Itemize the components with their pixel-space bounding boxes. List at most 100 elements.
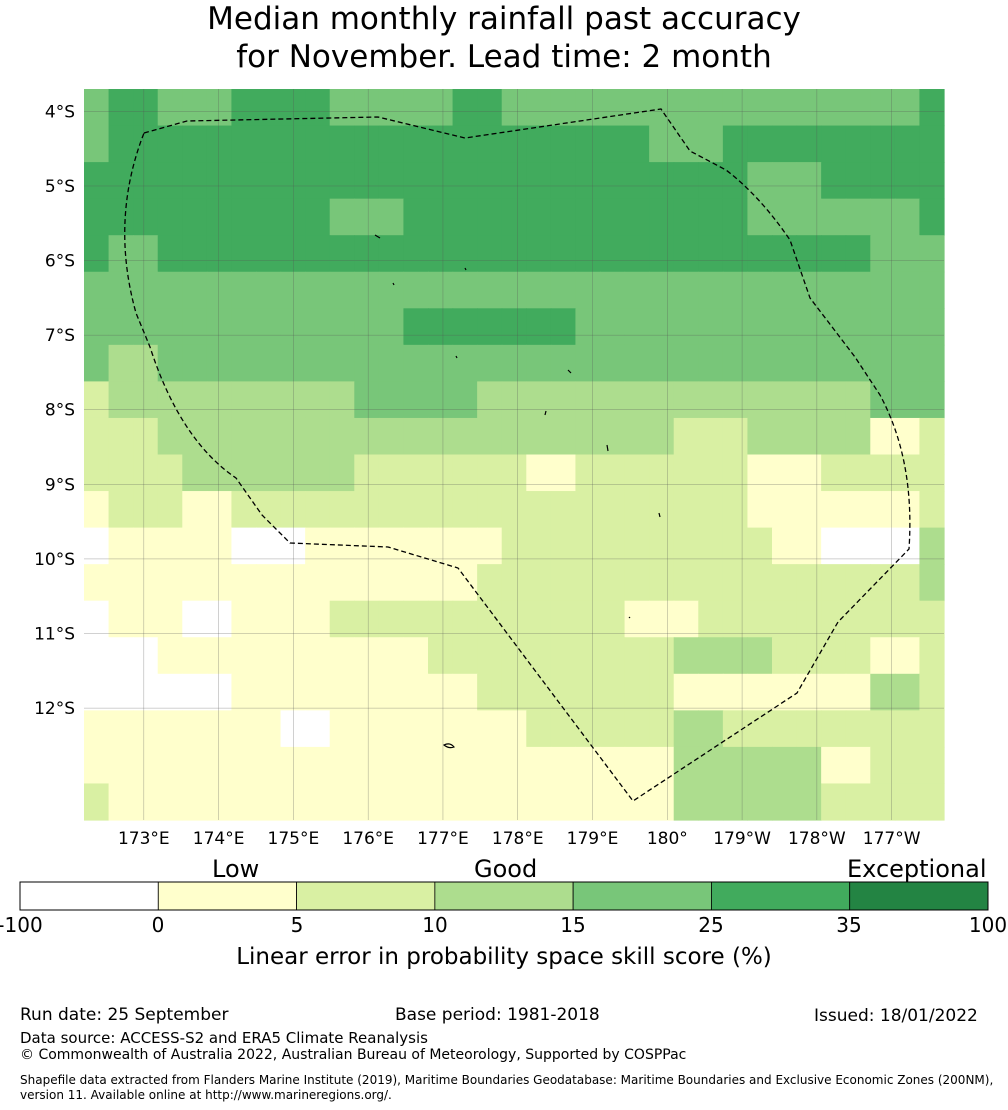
heatmap-cell [649, 308, 675, 346]
heatmap-cell [428, 710, 454, 748]
heatmap-cell [305, 308, 331, 346]
heatmap-cell [206, 783, 233, 821]
issued-date: Issued: 18/01/2022 [814, 1006, 978, 1026]
heatmap-cell [206, 125, 233, 163]
heatmap-cell [845, 125, 871, 163]
heatmap-cell [624, 235, 650, 273]
heatmap-cell [575, 344, 601, 382]
heatmap-cell [84, 235, 110, 273]
heatmap-cell [157, 89, 183, 127]
heatmap-cell [526, 637, 552, 675]
heatmap-cell [157, 783, 183, 821]
heatmap-cell [305, 783, 331, 821]
heatmap-cell [698, 235, 724, 273]
heatmap-cell [84, 381, 110, 419]
heatmap-cell [600, 344, 626, 382]
heatmap-cell [84, 308, 110, 346]
y-tick-label: 12°S [34, 699, 75, 719]
heatmap-cell [378, 344, 405, 382]
heatmap-cell [329, 417, 355, 456]
heatmap-cell [157, 527, 183, 565]
heatmap-cell [403, 89, 429, 127]
heatmap-cell [403, 417, 429, 456]
heatmap-cell [182, 564, 208, 602]
heatmap-cell [698, 491, 724, 529]
heatmap-cell [698, 271, 724, 309]
heatmap-cell [772, 417, 798, 456]
heatmap-cell [894, 344, 921, 382]
heatmap-cell [231, 600, 257, 638]
heatmap-cell [722, 746, 749, 785]
heatmap-cell [231, 527, 257, 565]
heatmap-cell [329, 637, 355, 675]
heatmap-cell [403, 564, 429, 602]
heatmap-cell [428, 235, 454, 273]
heatmap-cell [428, 637, 454, 675]
heatmap-cell [624, 89, 650, 127]
colorbar-tick-label: -100 [0, 913, 43, 937]
heatmap-cell [870, 89, 896, 127]
y-tick-label: 11°S [34, 625, 75, 645]
heatmap-cell [206, 271, 233, 309]
heatmap-cell [133, 783, 159, 821]
heatmap-cell [821, 491, 847, 529]
heatmap-cell [157, 198, 183, 236]
heatmap-cell [182, 89, 208, 127]
heatmap-cell [821, 527, 847, 565]
heatmap-cell [231, 381, 257, 419]
heatmap-cell [108, 125, 134, 163]
heatmap-cell [157, 637, 183, 675]
islands [374, 234, 661, 749]
heatmap-cell [428, 271, 454, 309]
heatmap-cell [231, 710, 257, 748]
heatmap-cell [133, 417, 159, 456]
heatmap-cell [624, 381, 650, 419]
heatmap-cell [329, 381, 355, 419]
heatmap-cell [649, 198, 675, 236]
heatmap-cell [796, 673, 822, 711]
heatmap-cell [501, 162, 527, 200]
heatmap-cell [919, 564, 945, 602]
heatmap-cell [403, 710, 429, 748]
heatmap-cell [526, 710, 552, 748]
heatmap-cell [477, 271, 503, 309]
heatmap-cell [919, 783, 945, 821]
colorbar-swatch [711, 881, 851, 911]
heatmap-cell [182, 491, 208, 529]
heatmap-cell [477, 637, 503, 675]
heatmap-cell [133, 710, 159, 748]
heatmap-cell [722, 308, 749, 346]
heatmap-cell [698, 198, 724, 236]
heatmap-cell [108, 308, 134, 346]
heatmap-cell [698, 710, 724, 748]
heatmap-cell [452, 527, 478, 565]
heatmap-cell [354, 746, 380, 785]
colorbar-tick-label: 0 [151, 913, 165, 937]
heatmap-cell [84, 491, 110, 529]
heatmap-cell [428, 89, 454, 127]
heatmap-cell [673, 491, 699, 529]
heatmap-cell [428, 381, 454, 419]
heatmap-cell [182, 637, 208, 675]
heatmap-cell [649, 235, 675, 273]
heatmap-cell [526, 454, 552, 492]
heatmap-cell [673, 710, 699, 748]
heatmap-cell [329, 527, 355, 565]
chart-title-line-1: Median monthly rainfall past accuracy [207, 1, 801, 37]
heatmap-cell [747, 235, 773, 273]
heatmap-cell [624, 637, 650, 675]
heatmap-cell [501, 198, 527, 236]
heatmap-cell [501, 564, 527, 602]
y-tick-label: 4°S [45, 102, 75, 122]
heatmap-cell [329, 271, 355, 309]
heatmap-cell [428, 564, 454, 602]
heatmap-cell [575, 564, 601, 602]
heatmap-cell [600, 491, 626, 529]
heatmap-cell [452, 344, 478, 382]
heatmap-cell [305, 271, 331, 309]
heatmap-cell [747, 600, 773, 638]
heatmap-cell [378, 746, 405, 785]
heatmap-cell [624, 527, 650, 565]
x-tick-label: 179°W [713, 829, 771, 849]
heatmap-cell [477, 308, 503, 346]
